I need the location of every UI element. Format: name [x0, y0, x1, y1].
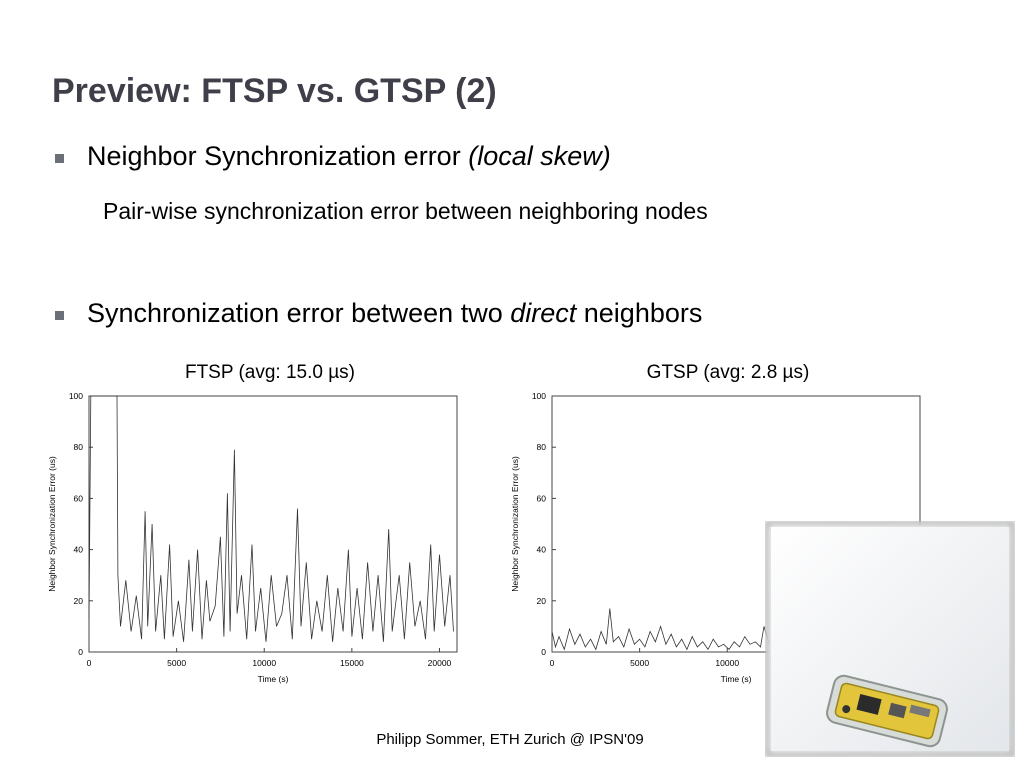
data-series-line [88, 395, 454, 642]
x-tick-label: 10000 [715, 658, 739, 668]
bullet-text: Neighbor Synchronization error [87, 141, 469, 171]
bullet-marker [55, 311, 64, 320]
y-tick-label: 100 [532, 391, 546, 401]
y-tick-label: 80 [74, 442, 84, 452]
bullet-text: Synchronization error between two [87, 298, 511, 328]
y-tick-label: 40 [74, 545, 84, 555]
x-tick-label: 0 [550, 658, 555, 668]
x-tick-label: 20000 [428, 658, 452, 668]
bullet-direct-neighbors: Synchronization error between two direct… [87, 298, 702, 329]
y-tick-label: 0 [78, 647, 83, 657]
y-tick-label: 60 [74, 493, 84, 503]
ftsp-chart: 0 5000 10000 15000 20000 0 20 40 60 80 100 Time (s)… [47, 391, 458, 684]
x-tick-label: 15000 [340, 658, 364, 668]
bullet-text: neighbors [576, 298, 703, 328]
y-tick-label: 20 [74, 596, 84, 606]
y-tick-label: 100 [69, 391, 83, 401]
y-tick-label: 60 [537, 493, 547, 503]
x-tick-label: 10000 [252, 658, 276, 668]
y-axis-label: Neighbor Synchronization Error (us) [510, 456, 520, 592]
slide-title: Preview: FTSP vs. GTSP (2) [52, 72, 497, 110]
y-tick-label: 80 [537, 442, 547, 452]
gtsp-chart-title: GTSP (avg: 2.8 µs) [646, 362, 810, 383]
bullet-marker [55, 154, 64, 163]
footer-credit: Philipp Sommer, ETH Zurich @ IPSN'09 [376, 731, 644, 748]
x-tick-label: 0 [87, 658, 92, 668]
bullet-italic: direct [510, 298, 577, 328]
sensor-node-photo [765, 521, 1015, 757]
y-tick-label: 0 [541, 647, 546, 657]
x-axis-label: Time (s) [721, 674, 752, 684]
sub-bullet-pairwise: Pair-wise synchronization error between … [103, 198, 708, 224]
y-axis-label: Neighbor Synchronization Error (us) [47, 456, 57, 592]
bullet-italic: (local skew) [468, 141, 611, 171]
y-tick-label: 40 [537, 545, 547, 555]
x-axis-label: Time (s) [258, 674, 289, 684]
ftsp-chart-title: FTSP (avg: 15.0 µs) [184, 362, 356, 383]
plot-frame [88, 395, 458, 653]
bullet-neighbor-sync: Neighbor Synchronization error (local sk… [87, 141, 611, 172]
x-tick-label: 5000 [630, 658, 649, 668]
x-tick-label: 5000 [167, 658, 186, 668]
y-tick-label: 20 [537, 596, 547, 606]
